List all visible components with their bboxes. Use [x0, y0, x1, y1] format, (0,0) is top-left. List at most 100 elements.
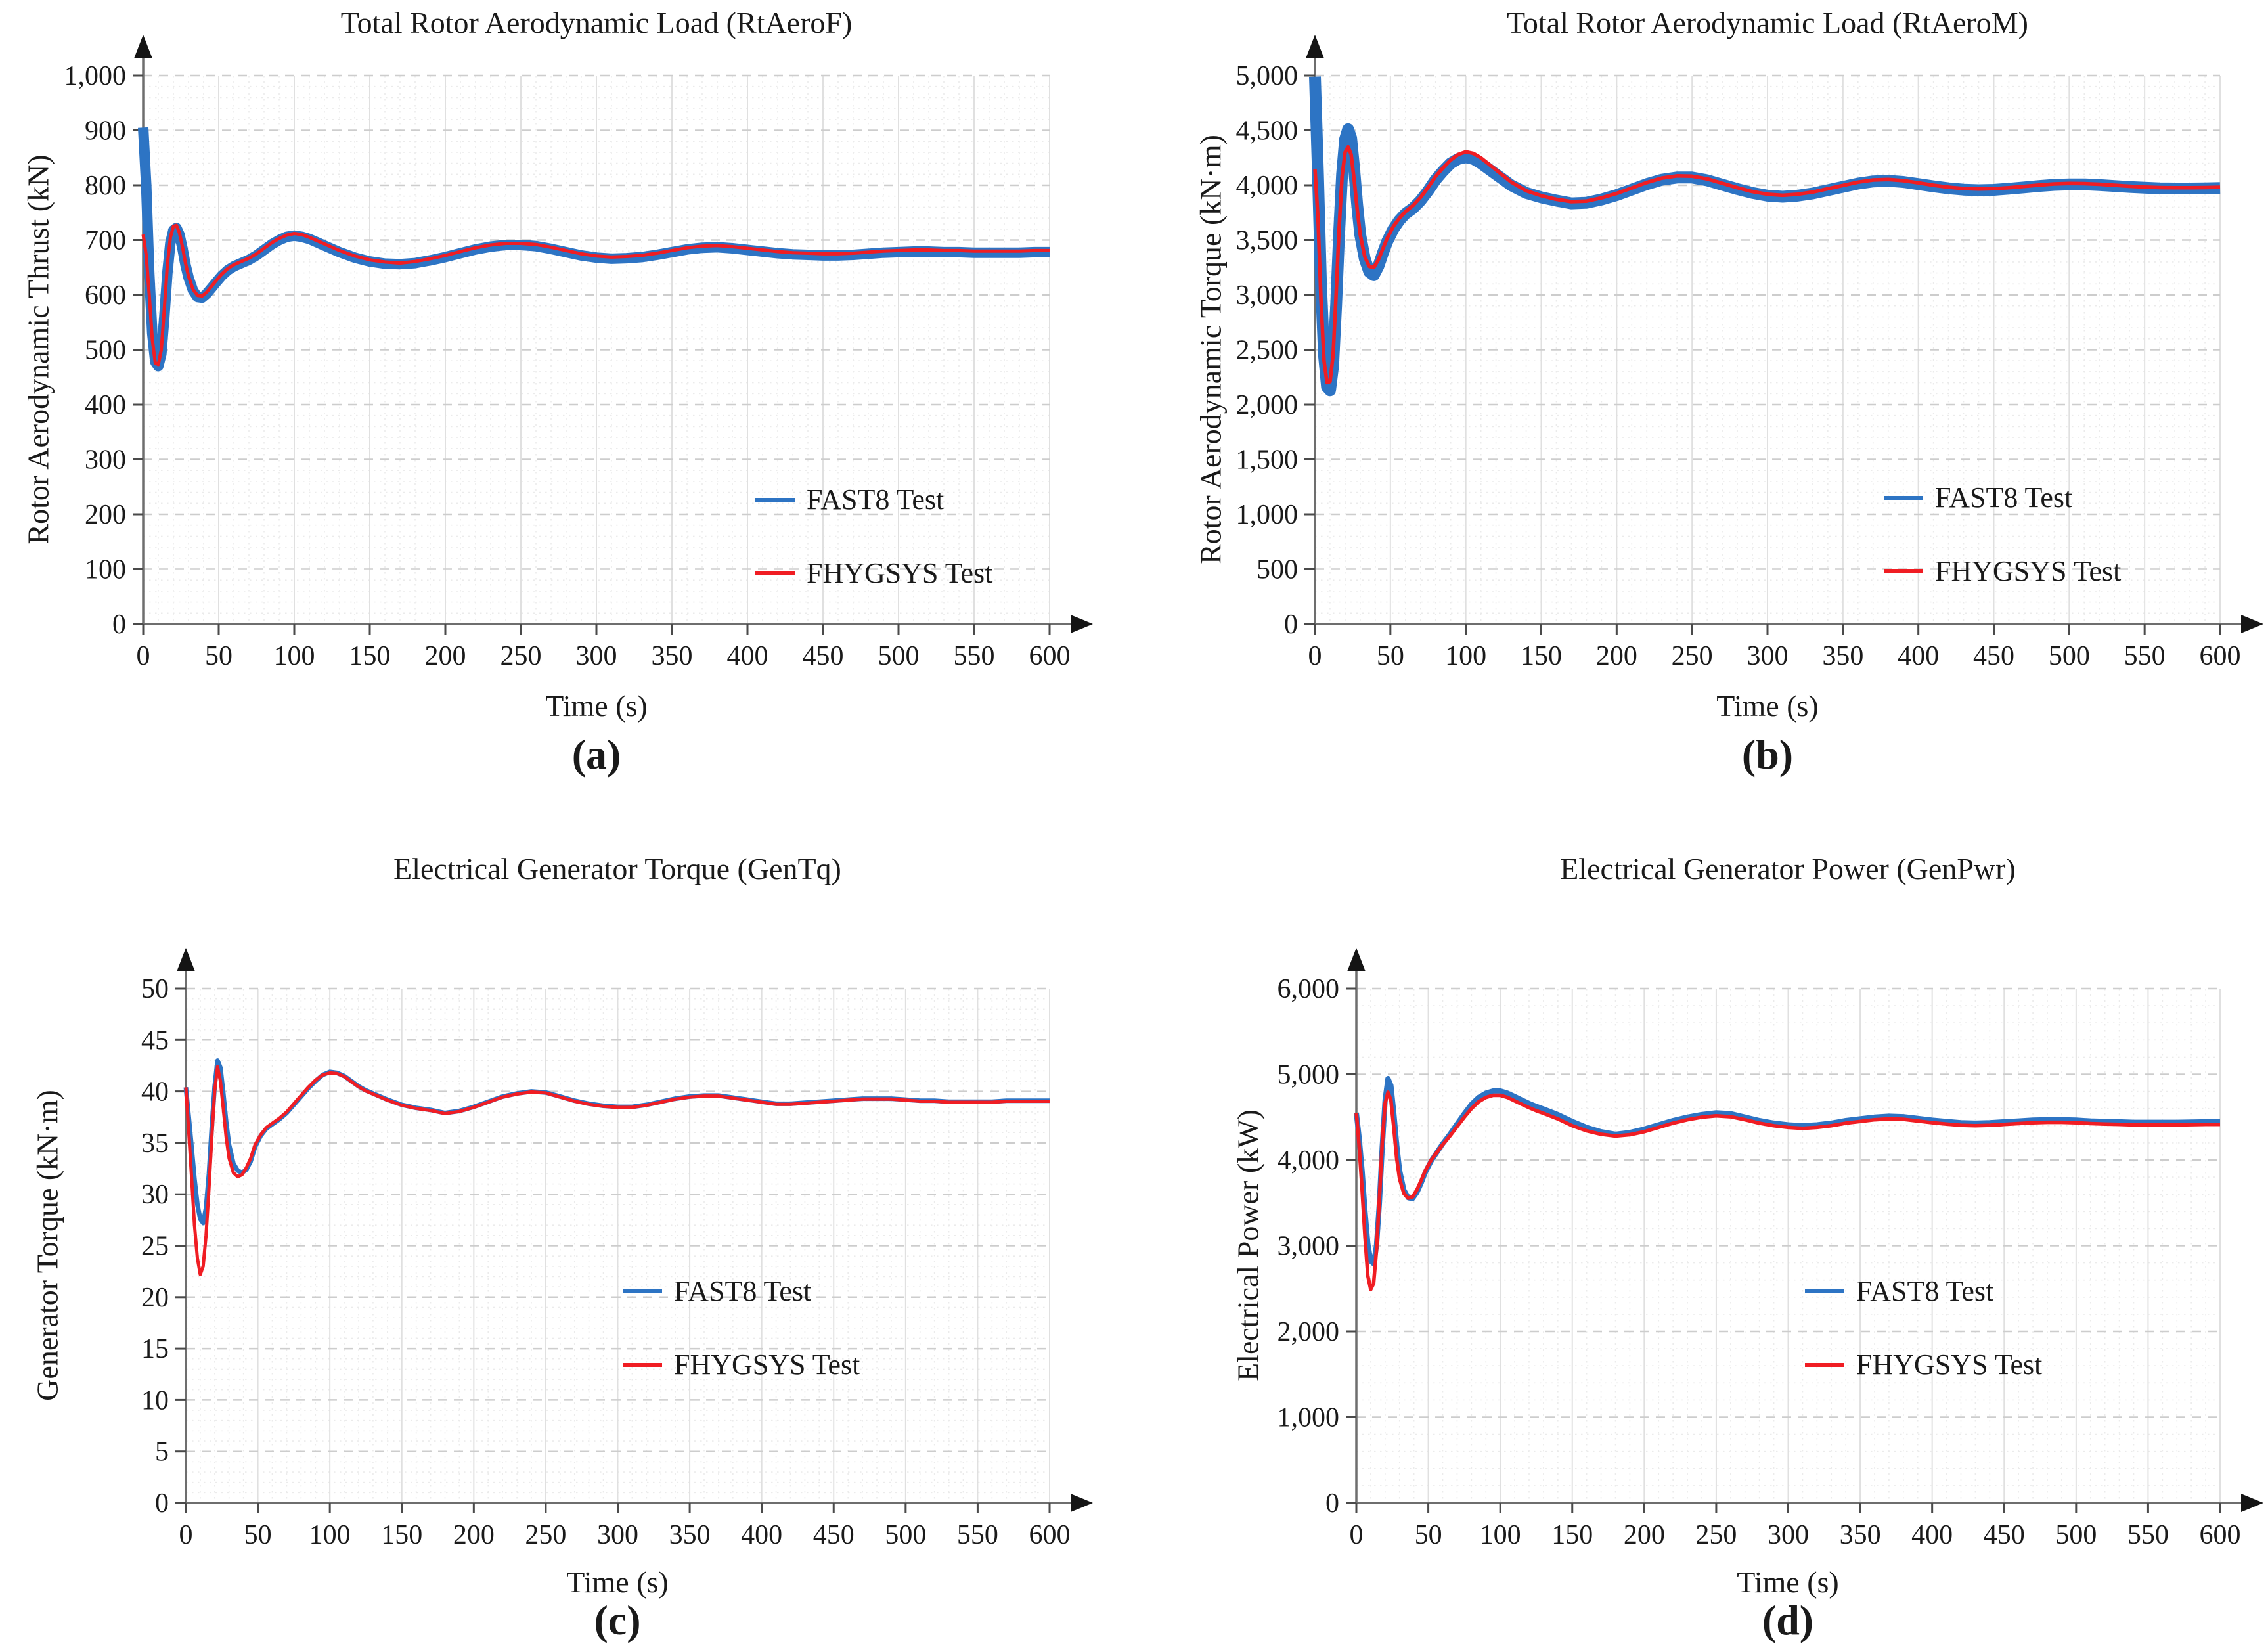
y-tick-label: 30 — [141, 1180, 169, 1210]
chart-a-title: Total Rotor Aerodynamic Load (RtAeroF) — [340, 6, 853, 39]
chart-c-legend-entry-fhygsys: FHYGSYS Test — [623, 1348, 860, 1381]
y-tick-label: 500 — [1256, 555, 1298, 585]
y-tick-label: 45 — [141, 1025, 169, 1056]
x-tick-label: 450 — [803, 641, 844, 671]
chart-b-sublabel: (b) — [1741, 731, 1794, 778]
chart-b-legend-entry-fhygsys: FHYGSYS Test — [1884, 554, 2121, 588]
x-tick-label: 350 — [1822, 641, 1863, 671]
y-tick-label: 1,500 — [1236, 445, 1299, 476]
chart-b-legend-entry-fast8: FAST8 Test — [1884, 481, 2072, 514]
legend-label: FAST8 Test — [807, 483, 945, 516]
fast8-line-swatch — [755, 497, 795, 502]
y-tick-label: 300 — [85, 445, 126, 476]
fast8-line-swatch — [1884, 495, 1923, 500]
y-tick-label: 5 — [155, 1437, 169, 1467]
chart-b-x-axis-label: Time (s) — [1716, 689, 1819, 723]
legend-label: FHYGSYS Test — [674, 1349, 860, 1381]
x-tick-label: 550 — [2127, 1520, 2169, 1550]
legend-label: FAST8 Test — [1856, 1275, 1994, 1307]
chart-d-legend-entry-fast8: FAST8 Test — [1805, 1274, 1993, 1308]
y-tick-label: 15 — [141, 1334, 169, 1364]
chart-a-x-axis-label: Time (s) — [545, 689, 648, 723]
y-tick-label: 1,000 — [1236, 500, 1299, 530]
chart-c-title: Electrical Generator Torque (GenTq) — [393, 852, 841, 885]
x-tick-label: 100 — [309, 1520, 351, 1550]
y-tick-label: 20 — [141, 1283, 169, 1313]
chart-d-title: Electrical Generator Power (GenPwr) — [1560, 852, 2016, 885]
chart-d: 0 50 100 150 200 250 300 350 400 450 500 550 600 0 1,0… — [1278, 948, 2263, 1550]
fhygsys-line-swatch — [1805, 1362, 1844, 1367]
y-tick-label: 500 — [85, 336, 126, 366]
y-tick-label: 2,500 — [1236, 336, 1299, 366]
x-tick-label: 250 — [525, 1520, 566, 1550]
x-tick-label: 50 — [205, 641, 233, 671]
chart-a-legend-entry-fast8: FAST8 Test — [755, 483, 944, 516]
x-axis-arrow-icon — [2241, 615, 2263, 633]
chart-c-x-axis-label: Time (s) — [566, 1565, 669, 1599]
x-tick-label: 250 — [1695, 1520, 1737, 1550]
y-tick-label: 5,000 — [1236, 61, 1299, 91]
x-tick-label: 300 — [1768, 1520, 1809, 1550]
x-tick-label: 600 — [1029, 641, 1071, 671]
y-tick-label: 0 — [1284, 610, 1298, 640]
x-tick-label: 600 — [1029, 1520, 1071, 1550]
y-tick-label: 800 — [85, 171, 126, 201]
y-tick-label: 1,000 — [64, 61, 127, 91]
chart-b: 0 50 100 150 200 250 300 350 400 450 500 550 600 0 500… — [1236, 35, 2263, 671]
y-axis-arrow-icon — [1306, 35, 1324, 58]
y-tick-label: 25 — [141, 1232, 169, 1262]
x-tick-label: 250 — [500, 641, 542, 671]
chart-c: 0 50 100 150 200 250 300 350 400 450 500 550 600 0 5 10… — [141, 948, 1093, 1550]
x-tick-label: 500 — [878, 641, 920, 671]
x-tick-label: 600 — [2200, 1520, 2241, 1550]
chart-d-legend-entry-fhygsys: FHYGSYS Test — [1805, 1348, 2042, 1381]
x-tick-label: 150 — [381, 1520, 422, 1550]
chart-c-y-axis-label: Generator Torque (kN·m) — [30, 1090, 64, 1401]
y-tick-label: 5,000 — [1278, 1060, 1340, 1090]
x-tick-label: 150 — [1521, 641, 1562, 671]
y-tick-label: 900 — [85, 116, 126, 146]
x-tick-label: 500 — [885, 1520, 926, 1550]
chart-a-y-axis-label: Rotor Aerodynamic Thrust (kN) — [21, 154, 55, 545]
x-tick-label: 50 — [1415, 1520, 1442, 1550]
y-axis-arrow-icon — [134, 35, 152, 58]
fhygsys-line-swatch — [1884, 569, 1923, 573]
x-tick-label: 300 — [1747, 641, 1789, 671]
chart-a-sublabel: (a) — [571, 731, 621, 778]
fast8-line-swatch — [1805, 1289, 1844, 1293]
x-tick-label: 100 — [274, 641, 315, 671]
y-tick-label: 3,500 — [1236, 226, 1299, 256]
y-tick-label: 0 — [112, 610, 126, 640]
series-line-fhygsys — [141, 223, 1050, 367]
x-tick-label: 450 — [813, 1520, 855, 1550]
fhygsys-line-swatch — [623, 1362, 662, 1367]
x-tick-label: 0 — [137, 641, 150, 671]
x-tick-label: 50 — [244, 1520, 272, 1550]
x-tick-label: 400 — [727, 641, 768, 671]
x-tick-label: 600 — [2200, 641, 2241, 671]
legend-label: FAST8 Test — [1935, 481, 2073, 514]
x-tick-label: 450 — [1973, 641, 2014, 671]
x-tick-label: 450 — [1984, 1520, 2025, 1550]
y-tick-label: 2,000 — [1236, 390, 1299, 420]
y-tick-label: 40 — [141, 1077, 169, 1107]
y-tick-label: 400 — [85, 390, 126, 420]
x-tick-label: 300 — [597, 1520, 638, 1550]
x-tick-label: 550 — [2124, 641, 2166, 671]
x-tick-label: 0 — [179, 1520, 193, 1550]
x-tick-label: 100 — [1445, 641, 1486, 671]
fast8-line-swatch — [623, 1289, 662, 1293]
x-tick-label: 400 — [741, 1520, 782, 1550]
y-tick-label: 3,000 — [1236, 280, 1299, 311]
series-line-fhygsys — [1313, 145, 2221, 385]
chart-b-title: Total Rotor Aerodynamic Load (RtAeroM) — [1507, 6, 2028, 39]
x-tick-label: 200 — [1596, 641, 1637, 671]
x-tick-label: 350 — [1840, 1520, 1881, 1550]
chart-b-y-axis-label: Rotor Aerodynamic Torque (kN·m) — [1193, 135, 1228, 564]
x-tick-label: 550 — [957, 1520, 998, 1550]
x-tick-label: 300 — [576, 641, 617, 671]
chart-d-x-axis-label: Time (s) — [1737, 1565, 1839, 1599]
y-tick-label: 4,000 — [1278, 1146, 1340, 1176]
